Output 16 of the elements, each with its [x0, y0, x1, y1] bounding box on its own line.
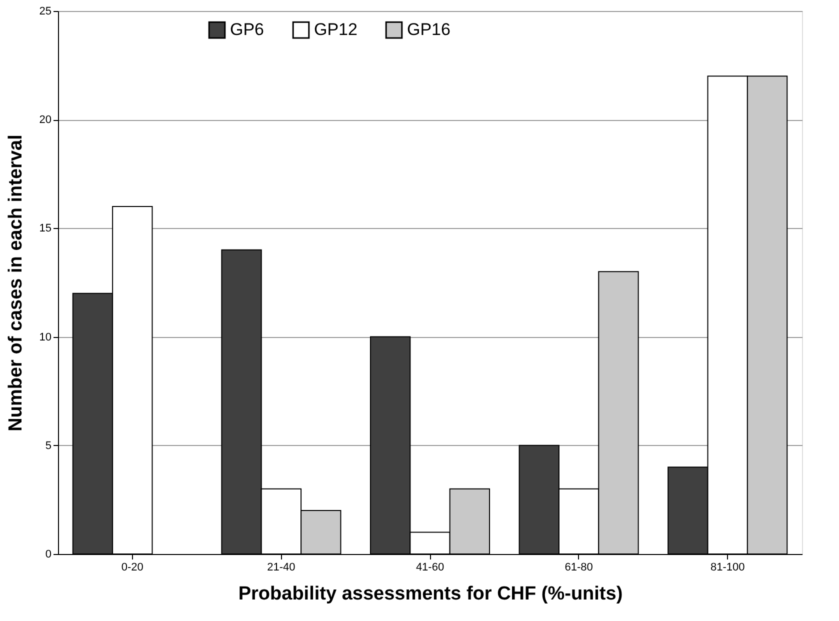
y-tick-label: 20	[39, 114, 52, 126]
y-tick-label: 10	[39, 331, 52, 344]
x-axis-title: Probability assessments for CHF (%-units)	[238, 584, 623, 604]
y-tick-label: 5	[45, 440, 52, 452]
y-axis-title: Number of cases in each interval	[5, 134, 26, 432]
y-tick-label: 15	[39, 222, 52, 235]
x-tick-label: 0-20	[121, 562, 144, 574]
x-tick-label: 21-40	[267, 562, 296, 574]
x-tick-label: 61-80	[564, 562, 593, 574]
y-tick-label: 25	[39, 6, 52, 18]
x-tick-label: 81-100	[710, 562, 745, 574]
y-tick-label: 0	[45, 548, 52, 560]
legend-label: GP12	[314, 20, 358, 40]
x-tick-label: 41-60	[416, 562, 444, 574]
legend-label: GP16	[407, 20, 450, 40]
legend-label: GP6	[230, 20, 264, 40]
